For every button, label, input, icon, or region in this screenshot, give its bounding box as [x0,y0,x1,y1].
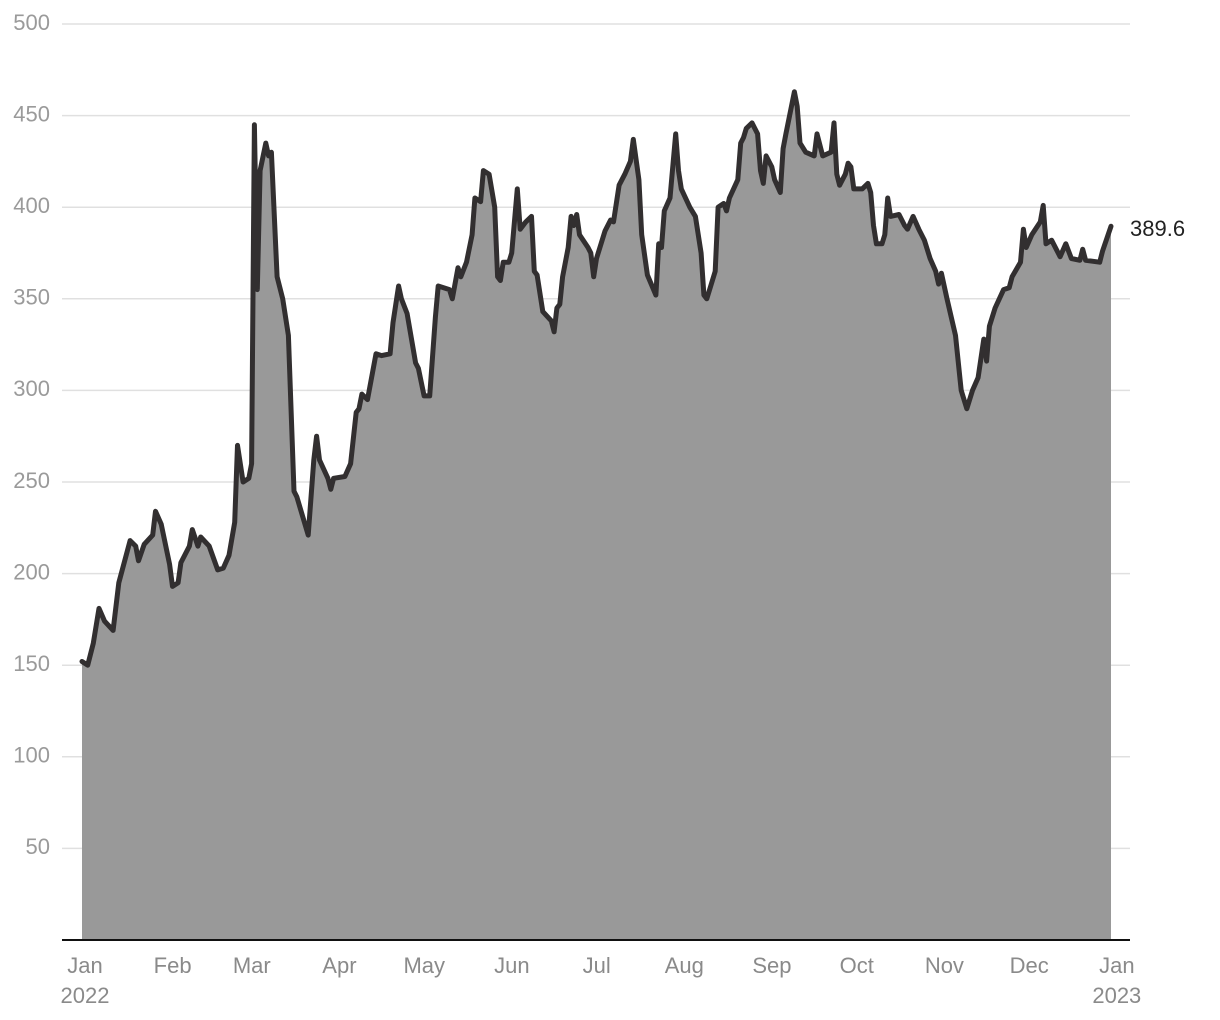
y-tick-label: 50 [26,834,50,859]
y-tick-label: 200 [13,559,50,584]
y-tick-label: 500 [13,10,50,35]
y-tick-label: 250 [13,468,50,493]
x-tick-label: Nov [925,953,964,978]
line [79,89,1114,668]
area [82,91,1111,941]
x-tick-year: 2023 [1092,983,1141,1008]
y-tick-label: 300 [13,376,50,401]
x-tick-label: Sep [752,953,791,978]
x-tick-label: Feb [154,953,192,978]
y-tick-label: 450 [13,101,50,126]
x-tick-label: Jan [1099,953,1134,978]
x-tick-label: Jan [67,953,102,978]
y-tick-label: 350 [13,285,50,310]
y-tick-label: 400 [13,193,50,218]
y-tick-label: 150 [13,651,50,676]
last-value-label: 389.6 [1130,216,1185,241]
x-tick-label: Oct [840,953,874,978]
x-tick-label: Jun [494,953,529,978]
x-tick-label: Aug [665,953,704,978]
x-tick-label: Jul [583,953,611,978]
x-tick-label: Dec [1010,953,1049,978]
y-tick-label: 100 [13,743,50,768]
x-tick-label: Apr [322,953,356,978]
x-tick-label: May [403,953,445,978]
x-tick-year: 2022 [61,983,110,1008]
x-tick-label: Mar [233,953,271,978]
